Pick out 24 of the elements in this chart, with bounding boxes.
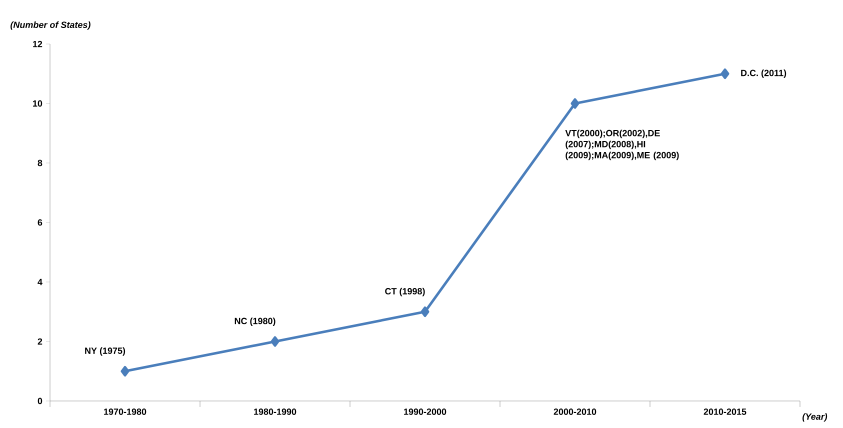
y-tick-label: 0 — [38, 398, 42, 404]
point — [120, 366, 130, 377]
x-axis-title: (Year) — [802, 413, 828, 422]
annotation: CT (1998) — [385, 288, 425, 296]
annotation: D.C. (2011) — [741, 70, 786, 78]
x-tick-label: 2000-2010 — [554, 408, 596, 415]
annotation: NC (1980) — [234, 318, 276, 326]
x-tick-label: 1980-1990 — [254, 408, 296, 415]
y-tick-label: 6 — [38, 219, 42, 226]
point — [420, 306, 430, 318]
y-tick-label: 2 — [38, 338, 42, 345]
x-tick-label: 1990-2000 — [404, 408, 446, 415]
x-tick-label: 1970-1980 — [104, 408, 146, 415]
point — [270, 336, 280, 347]
y-axis-title: (Number of States) — [10, 21, 90, 30]
point — [720, 68, 730, 80]
annotation: NY (1975) — [85, 347, 126, 356]
y-tick-label: 12 — [33, 40, 42, 48]
annotation: VT(2000);OR(2002),DE (2007);MD(2008),HI (2009);MA(2009),ME (2009) — [565, 130, 679, 160]
y-tick-label: 8 — [38, 160, 42, 166]
point — [570, 98, 580, 109]
x-tick-label: 2010-2015 — [704, 408, 746, 415]
y-tick-label: 10 — [33, 100, 42, 107]
y-tick-label: 4 — [38, 278, 42, 286]
